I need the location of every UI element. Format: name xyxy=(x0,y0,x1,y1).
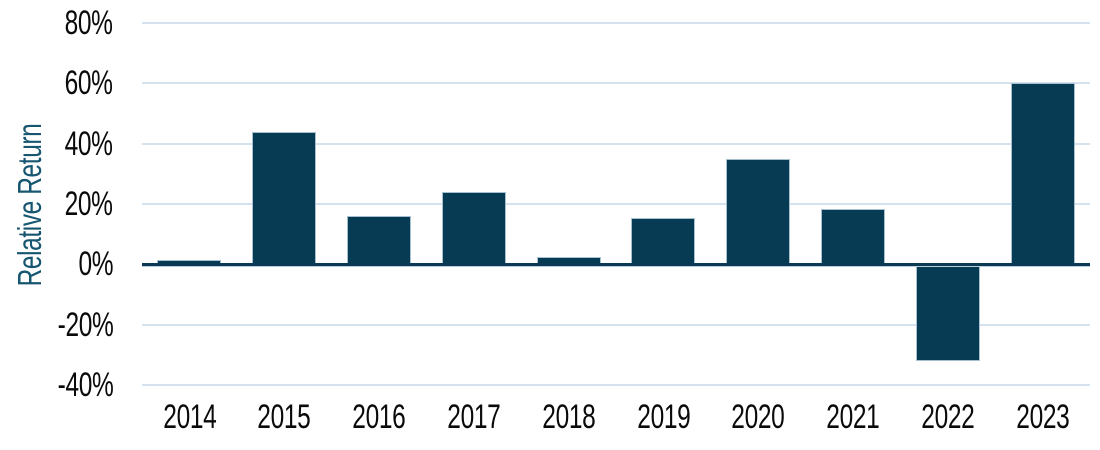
x-label-2017: 2017 xyxy=(447,398,501,436)
x-axis-category-labels: 2014 2015 2016 2017 2018 2019 2020 2021 2022 2023 xyxy=(142,398,1090,440)
bar-2020 xyxy=(726,158,791,265)
y-tick-label: 80% xyxy=(65,4,113,42)
x-label-2019: 2019 xyxy=(636,398,690,436)
x-label-2018: 2018 xyxy=(542,398,596,436)
x-label-2020: 2020 xyxy=(731,398,785,436)
y-tick-label: 20% xyxy=(65,185,113,223)
y-tick-label: -20% xyxy=(57,305,113,344)
gridline--40pct xyxy=(142,384,1090,386)
plot-area xyxy=(142,22,1090,386)
bar-2015 xyxy=(252,131,317,265)
x-label-2015: 2015 xyxy=(257,398,311,436)
y-tick-label: 0% xyxy=(78,245,113,284)
bar-2021 xyxy=(821,208,885,265)
gridline-80pct xyxy=(142,22,1090,24)
bar-2019 xyxy=(631,217,696,265)
x-label-2023: 2023 xyxy=(1016,398,1070,436)
y-tick-label: 40% xyxy=(65,124,113,163)
x-label-2014: 2014 xyxy=(162,398,216,436)
gridline-60pct xyxy=(142,82,1090,85)
bar-2016 xyxy=(347,216,411,265)
y-tick-label: -40% xyxy=(57,366,113,404)
bar-2023 xyxy=(1010,83,1075,265)
bar-2017 xyxy=(441,191,506,265)
x-label-2016: 2016 xyxy=(352,398,406,436)
y-tick-label: 60% xyxy=(65,64,113,103)
y-axis-tick-labels: 80% 60% 40% 20% 0% -20% -40% xyxy=(0,6,113,402)
zero-axis-line xyxy=(142,262,1090,267)
x-label-2022: 2022 xyxy=(921,398,975,436)
bar-2022 xyxy=(915,264,980,361)
x-label-2021: 2021 xyxy=(826,398,880,436)
